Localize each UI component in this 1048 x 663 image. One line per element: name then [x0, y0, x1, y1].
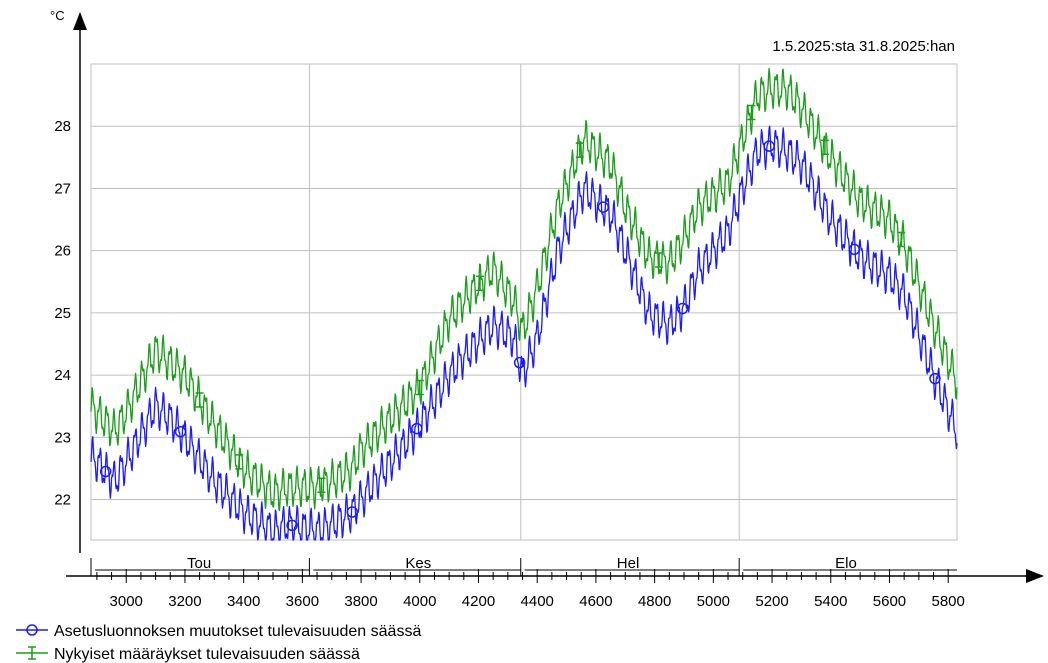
series-marker-plus	[475, 275, 484, 292]
x-tick-label: 5800	[932, 593, 965, 610]
legend-marker-plus-icon	[28, 646, 36, 660]
month-markers: Tou Kes Hel Elo	[90, 555, 957, 576]
plot-area	[90, 63, 958, 541]
y-tick-labels: 22 23 24 25 26 27 28	[54, 118, 71, 508]
series-marker-circle	[848, 243, 861, 256]
legend-item-series-1: Asetusluonnoksen muutokset tulevaisuuden…	[16, 623, 421, 640]
series-marker-plus	[747, 104, 756, 121]
series-marker-circle	[597, 201, 610, 213]
series-marker-plus	[820, 139, 829, 156]
x-tick-label: 4200	[462, 593, 495, 610]
x-tick-label: 5400	[814, 593, 847, 610]
series-marker-circle	[286, 519, 298, 532]
legend-label-series-2: Nykyiset määräykset tulevaisuuden säässä	[54, 646, 360, 663]
x-tick-labels: 3000 3200 3400 3600 3800 4000 4200 4400 4600 4800…	[96, 569, 965, 610]
x-tick-label: 4400	[521, 593, 554, 610]
series-marker-plus	[415, 379, 424, 396]
series-marker-plus	[195, 392, 204, 408]
series-marker-circle	[99, 465, 112, 478]
month-label: Hel	[617, 555, 640, 572]
x-tick-label: 3400	[227, 593, 260, 610]
y-tick-label: 28	[54, 118, 71, 135]
series-marker-circle	[763, 140, 775, 152]
series-marker-circle	[676, 302, 689, 315]
series-marker-circle	[929, 372, 941, 385]
y-tick-label: 25	[54, 305, 71, 322]
series-lines	[90, 67, 958, 541]
x-tick-label: 3800	[344, 593, 377, 610]
x-tick-label: 4000	[403, 593, 436, 610]
month-label: Elo	[835, 555, 857, 572]
series-marker-plus	[235, 454, 244, 470]
legend-item-series-2: Nykyiset määräykset tulevaisuuden säässä	[16, 646, 360, 663]
x-tick-label: 3000	[110, 593, 143, 610]
y-axis-arrow	[73, 12, 87, 30]
y-unit-label: °C	[50, 8, 65, 23]
series-marker-plus	[897, 231, 906, 248]
series-marker-circle	[411, 422, 423, 435]
x-tick-label: 3600	[286, 593, 319, 610]
legend-marker-circle-icon	[26, 624, 38, 636]
axes: °C 1.5.2025:sta 31.8.2025:han	[50, 8, 1044, 583]
x-tick-label: 4800	[638, 593, 671, 610]
series-line-2	[90, 67, 958, 512]
series-marker-plus	[317, 477, 326, 493]
legend: Asetusluonnoksen muutokset tulevaisuuden…	[16, 623, 421, 663]
series-marker-plus	[575, 142, 584, 158]
x-axis-arrow	[1026, 569, 1044, 583]
x-tick-label: 5600	[873, 593, 906, 610]
x-tick-label: 5200	[755, 593, 788, 610]
series-marker-plus	[655, 252, 664, 268]
x-tick-label: 5000	[697, 593, 730, 610]
legend-label-series-1: Asetusluonnoksen muutokset tulevaisuuden…	[54, 623, 421, 640]
y-tick-label: 23	[54, 429, 71, 446]
date-range-label: 1.5.2025:sta 31.8.2025:han	[772, 38, 955, 55]
y-tick-label: 22	[54, 492, 71, 509]
series-marker-circle	[513, 356, 526, 369]
month-label: Tou	[187, 555, 211, 572]
x-tick-label: 3200	[168, 593, 201, 610]
series-marker-circle	[346, 506, 359, 518]
month-label: Kes	[405, 555, 431, 572]
y-tick-label: 24	[54, 367, 71, 384]
y-tick-label: 27	[54, 180, 71, 197]
x-tick-label: 4600	[579, 593, 612, 610]
series-marker-circle	[174, 425, 187, 438]
y-tick-label: 26	[54, 243, 71, 260]
